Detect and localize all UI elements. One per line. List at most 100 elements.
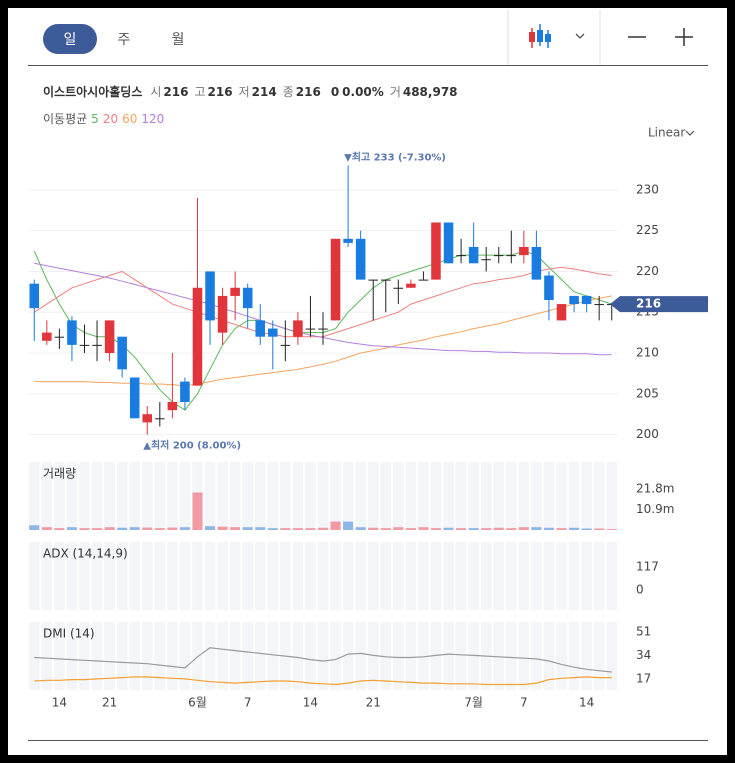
y-tick-label: 230	[636, 182, 659, 196]
column-bg	[79, 542, 90, 610]
column-bg	[418, 462, 429, 530]
column-bg	[292, 622, 304, 690]
candle-body	[330, 238, 341, 321]
candle-body	[242, 287, 253, 309]
tab[interactable]: 주	[118, 32, 131, 48]
volume-bar	[317, 527, 329, 530]
column-bg	[443, 462, 454, 530]
column-bg	[455, 542, 467, 610]
quote-label: 거	[390, 85, 401, 99]
column-bg	[66, 462, 78, 530]
candle-body	[54, 336, 65, 338]
column-bg	[54, 622, 65, 690]
scale-caret[interactable]	[685, 130, 695, 136]
candle-body	[29, 283, 40, 309]
column-bg	[355, 622, 366, 690]
legend-entry: 20	[103, 112, 118, 126]
column-bg	[66, 542, 78, 610]
candle-body	[431, 222, 441, 280]
candle-body	[481, 259, 491, 261]
column-bg	[167, 622, 178, 690]
panel-title: DMI (14)	[43, 627, 95, 641]
column-bg	[91, 462, 103, 530]
column-bg	[367, 542, 379, 610]
candle-body	[581, 295, 592, 305]
candle-body	[230, 287, 240, 296]
candle-body	[67, 320, 77, 345]
x-tick-label: 14	[303, 696, 318, 710]
column-bg	[292, 462, 304, 530]
volume-bar	[343, 521, 354, 530]
column-bg	[179, 622, 191, 690]
candle-body	[42, 332, 52, 341]
column-bg	[204, 542, 216, 610]
volume-bar	[556, 528, 567, 530]
column-bg	[606, 622, 617, 690]
y-tick-label: 21.8m	[636, 482, 674, 496]
volume-bar	[581, 528, 592, 530]
tab[interactable]: 월	[172, 32, 185, 48]
candle-body	[393, 287, 404, 289]
x-tick-label: 7	[244, 696, 252, 710]
y-tick-label: 0	[636, 582, 644, 596]
y-tick-label: 10.9m	[636, 502, 674, 516]
candle-body	[569, 295, 579, 305]
annotation-high: ▼최고 233 (-7.30%)	[344, 150, 446, 163]
column-bg	[141, 622, 153, 690]
candle-body	[217, 295, 228, 333]
column-bg	[418, 542, 429, 610]
zoom-in[interactable]	[675, 28, 693, 46]
legend-entry: 60	[122, 112, 137, 126]
column-bg	[455, 462, 467, 530]
tab-active-bg	[43, 24, 97, 54]
column-bg	[543, 622, 555, 690]
column-bg	[543, 462, 555, 530]
column-bg	[305, 622, 316, 690]
column-bg	[581, 462, 592, 530]
candle-body	[519, 246, 529, 256]
column-bg	[104, 542, 115, 610]
candle-body	[506, 255, 517, 257]
quote-value: 216	[208, 85, 233, 99]
column-bg	[568, 542, 580, 610]
column-bg	[91, 542, 103, 610]
column-bg	[229, 622, 241, 690]
column-bg	[254, 542, 266, 610]
column-bg	[480, 542, 492, 610]
x-tick-label: 6월	[188, 696, 207, 710]
volume-bar	[305, 528, 316, 530]
column-bg	[167, 542, 178, 610]
column-bg	[242, 622, 253, 690]
column-bg	[556, 542, 567, 610]
column-bg	[317, 622, 329, 690]
panel-title: ADX (14,14,9)	[43, 547, 128, 561]
candle-body	[493, 255, 504, 257]
column-bg	[393, 622, 404, 690]
column-bg	[54, 462, 65, 530]
volume-bar	[418, 527, 429, 530]
column-bg	[317, 462, 329, 530]
chart-type-icon[interactable]	[529, 24, 551, 48]
column-bg	[305, 462, 316, 530]
column-bg	[531, 462, 542, 530]
column-bg	[355, 462, 366, 530]
dropdown-caret[interactable]	[575, 33, 585, 39]
column-bg	[430, 542, 442, 610]
change-pct: 0.00%	[342, 85, 384, 99]
column-bg	[593, 462, 605, 530]
column-bg	[204, 622, 216, 690]
column-bg	[581, 542, 592, 610]
column-bg	[568, 622, 580, 690]
tab[interactable]: 일	[64, 32, 77, 48]
x-tick-label: 7	[520, 696, 528, 710]
volume-bar	[506, 528, 517, 530]
line	[34, 676, 612, 686]
candle-body	[556, 304, 567, 321]
scale-mode[interactable]: Linear	[648, 126, 685, 140]
column-bg	[229, 542, 241, 610]
column-bg	[493, 462, 505, 530]
column-bg	[41, 462, 53, 530]
candle-body	[255, 320, 266, 337]
quote-label: 고	[194, 85, 205, 99]
